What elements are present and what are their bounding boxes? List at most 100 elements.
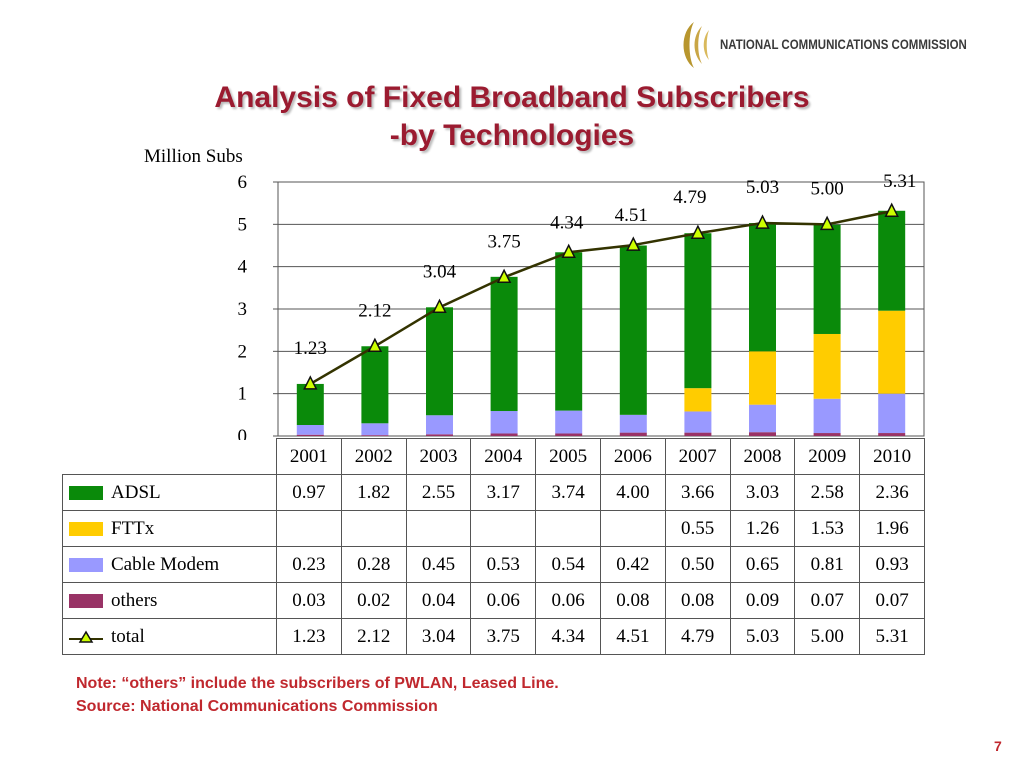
total-marker <box>561 243 576 259</box>
table-cell: 2.55 <box>405 474 472 511</box>
x-tick-label: 2006 <box>599 438 666 475</box>
table-cell: 0.02 <box>340 582 407 619</box>
y-tick-label: 4 <box>238 257 248 278</box>
table-cell: 0.54 <box>535 546 601 583</box>
data-label-total: 3.75 <box>487 231 520 252</box>
data-label-total: 4.79 <box>673 187 706 208</box>
legend-entry: ADSL <box>62 474 277 511</box>
total-marker <box>884 202 899 217</box>
bar-others <box>361 435 389 436</box>
y-tick-label: 3 <box>238 299 248 320</box>
legend-entry: others <box>62 582 277 619</box>
bar-adsl <box>878 210 906 311</box>
table-cell: 0.81 <box>794 546 861 583</box>
series-name: total <box>111 625 145 647</box>
table-cell <box>470 510 537 547</box>
table-cell: 0.07 <box>859 582 925 619</box>
bar-others <box>426 434 453 436</box>
page-number: 7 <box>994 738 1002 754</box>
table-cell: 0.50 <box>664 546 731 583</box>
table-header-row: 2001 2002 2003 2004 2005 2006 2007 2008 2009 2010 <box>62 438 925 475</box>
table-cell: 0.08 <box>664 582 731 619</box>
bar-cable-modem <box>361 423 389 436</box>
bar-cable-modem <box>619 414 647 433</box>
total-marker <box>626 236 641 251</box>
table-row: others 0.03 0.02 0.04 0.06 0.06 0.08 0.08 0.09 0.… <box>62 582 925 619</box>
table-cell: 0.55 <box>664 510 731 547</box>
table-cell: 3.66 <box>664 474 731 511</box>
bar-cable-modem <box>555 410 583 434</box>
table-cell: 0.97 <box>276 474 342 511</box>
bar-adsl <box>749 223 776 352</box>
table-cell: 0.65 <box>729 546 796 583</box>
table-cell: 4.51 <box>599 618 666 655</box>
legend-entry: Cable Modem <box>62 546 277 583</box>
legend-line-triangle-icon <box>69 630 103 643</box>
data-label-total: 3.04 <box>423 261 457 282</box>
bar-fttx <box>684 388 712 412</box>
table-cell: 4.79 <box>664 618 731 655</box>
table-row: FTTx 0.55 1.26 1.53 1.96 <box>62 510 925 547</box>
ncc-logo <box>683 22 709 68</box>
bar-adsl <box>426 307 453 416</box>
bar-others <box>749 432 776 436</box>
data-label-total: 4.51 <box>615 205 648 226</box>
data-label-total: 2.12 <box>358 300 391 321</box>
legend-swatch <box>69 594 103 609</box>
table-cell: 3.04 <box>405 618 472 655</box>
table-cell: 0.23 <box>276 546 342 583</box>
page-title: Analysis of Fixed Broadband Subscribers <box>214 81 810 114</box>
table-cell: 0.08 <box>599 582 666 619</box>
table-row: Cable Modem 0.23 0.28 0.45 0.53 0.54 0.42 0.50 0… <box>62 546 925 583</box>
data-label-total: 5.03 <box>746 177 779 198</box>
bar-others <box>555 433 583 436</box>
bar-others <box>619 432 647 436</box>
legend-swatch <box>69 522 103 537</box>
bar-fttx <box>878 310 906 394</box>
total-marker <box>690 224 706 239</box>
table-cell: 2.58 <box>794 474 861 511</box>
table-cell: 3.03 <box>729 474 796 511</box>
bar-others <box>684 432 712 436</box>
y-tick-label: 0 <box>238 426 248 440</box>
table-cell: 0.93 <box>859 546 925 583</box>
table-cell: 3.17 <box>470 474 537 511</box>
table-cell: 4.34 <box>535 618 601 655</box>
table-cell <box>276 510 342 547</box>
x-tick-label: 2009 <box>794 438 861 475</box>
bar-adsl <box>361 346 389 424</box>
table-cell <box>599 510 666 547</box>
bar-adsl <box>813 224 841 334</box>
table-cell: 0.03 <box>276 582 342 619</box>
table-row: ADSL 0.97 1.82 2.55 3.17 3.74 4.00 3.66 3.03 2.58… <box>62 474 925 511</box>
bar-adsl <box>555 252 583 411</box>
y-tick-label: 2 <box>238 341 248 362</box>
table-cell <box>340 510 407 547</box>
footnote: Note: “others” include the subscribers o… <box>76 675 559 692</box>
table-cell <box>535 510 601 547</box>
y-tick-label: 5 <box>238 214 248 235</box>
table-corner <box>62 438 277 475</box>
series-name: FTTx <box>111 517 155 539</box>
bar-cable-modem <box>296 424 324 435</box>
table-cell: 0.53 <box>470 546 537 583</box>
table-cell: 3.75 <box>470 618 537 655</box>
total-marker <box>755 214 770 229</box>
bar-fttx <box>813 333 841 399</box>
total-marker <box>819 215 835 231</box>
table-cell: 0.07 <box>794 582 861 619</box>
table-row-total: total 1.23 2.12 3.04 3.75 4.34 4.51 4.79 5.03 5.0… <box>62 618 925 655</box>
data-label-total: 4.34 <box>550 212 584 233</box>
total-marker <box>432 298 447 314</box>
bar-others <box>296 434 324 436</box>
data-label-total: 5.00 <box>810 178 843 199</box>
org-name: NATIONAL COMMUNICATIONS COMMISSION <box>720 36 967 52</box>
y-axis-label: Million Subs <box>144 146 243 167</box>
x-tick-label: 2005 <box>535 438 601 475</box>
table-cell: 0.06 <box>470 582 537 619</box>
bar-cable-modem <box>813 398 841 434</box>
y-tick-label: 6 <box>238 172 248 193</box>
table-cell: 5.03 <box>729 618 796 655</box>
table-cell: 1.82 <box>340 474 407 511</box>
total-marker <box>303 375 318 390</box>
